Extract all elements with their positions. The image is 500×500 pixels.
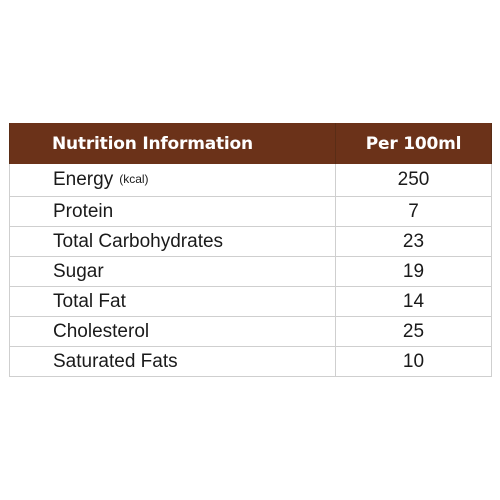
row-value: 10 bbox=[335, 346, 492, 377]
row-label: Cholesterol bbox=[9, 316, 336, 347]
row-label: Total Fat bbox=[9, 286, 336, 317]
row-label: Sugar bbox=[9, 256, 336, 287]
row-unit: (kcal) bbox=[119, 172, 149, 186]
header-nutrition-information: Nutrition Information bbox=[9, 123, 336, 164]
row-label: Saturated Fats bbox=[9, 346, 336, 377]
row-label: Protein bbox=[9, 196, 336, 227]
row-value: 250 bbox=[335, 164, 492, 197]
header-row: Nutrition Information Per 100ml bbox=[9, 123, 492, 164]
table-row: Protein 7 bbox=[9, 196, 492, 227]
row-label: Total Carbohydrates bbox=[9, 226, 336, 257]
table-row: Cholesterol 25 bbox=[9, 316, 492, 347]
row-value: 7 bbox=[335, 196, 492, 227]
table-body: Energy (kcal) 250 Protein 7 Total Carbohy… bbox=[9, 164, 492, 377]
table-row: Sugar 19 bbox=[9, 256, 492, 287]
row-value: 14 bbox=[335, 286, 492, 317]
nutrition-table: Nutrition Information Per 100ml Energy (k… bbox=[9, 123, 492, 377]
row-value: 23 bbox=[335, 226, 492, 257]
row-label-cell: Energy (kcal) bbox=[9, 164, 336, 197]
row-value: 25 bbox=[335, 316, 492, 347]
table-row: Saturated Fats 10 bbox=[9, 346, 492, 377]
row-label: Energy bbox=[53, 169, 114, 190]
table-row: Total Carbohydrates 23 bbox=[9, 226, 492, 257]
table-row: Total Fat 14 bbox=[9, 286, 492, 317]
row-value: 19 bbox=[335, 256, 492, 287]
table-row: Energy (kcal) 250 bbox=[9, 164, 492, 197]
table-header: Nutrition Information Per 100ml bbox=[9, 123, 492, 164]
header-per-100ml: Per 100ml bbox=[335, 123, 492, 164]
